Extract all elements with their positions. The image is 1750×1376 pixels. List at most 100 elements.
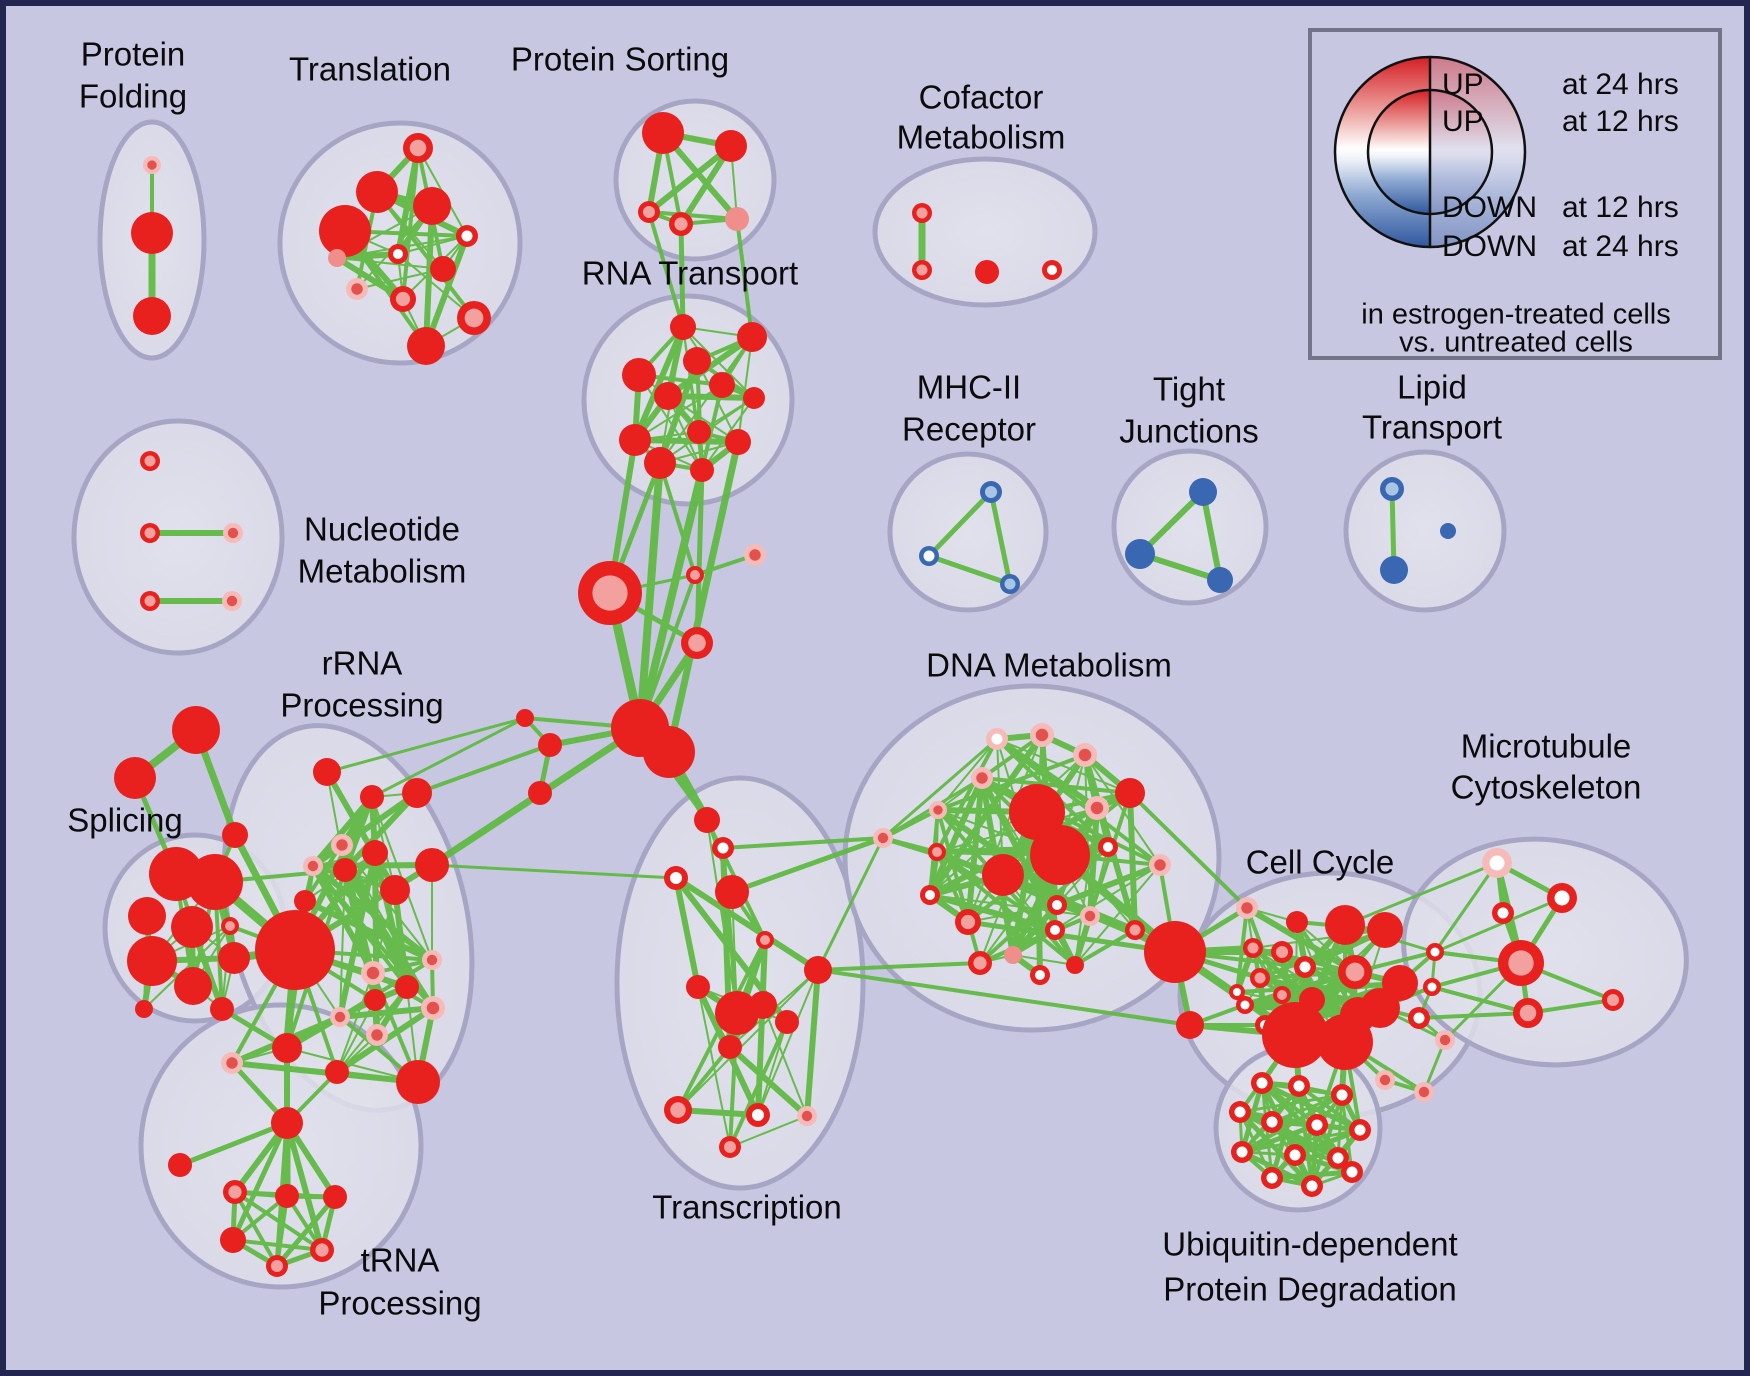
gene-node-core: [923, 550, 935, 562]
gene-node-core: [723, 1140, 737, 1154]
gene-node-core: [426, 954, 438, 966]
network-edge: [423, 203, 435, 349]
cluster-label-ubiquitin-degradation: Ubiquitin-dependent: [1162, 1226, 1457, 1263]
gene-node-core: [1035, 728, 1049, 742]
gene-node-core: [1050, 925, 1060, 935]
gene-node-core: [1345, 962, 1365, 982]
gene-node-red: [737, 322, 767, 352]
gene-node-core: [717, 842, 729, 854]
gene-node-red: [1317, 1014, 1373, 1070]
gene-node-red: [709, 372, 735, 398]
cluster-label-dna-metabolism: DNA Metabolism: [926, 647, 1172, 684]
gene-node-red: [1066, 956, 1084, 974]
gene-node-red: [715, 991, 759, 1035]
gene-node-core: [592, 575, 628, 611]
legend-caption: vs. untreated cells: [1399, 327, 1633, 359]
gene-node-red: [743, 387, 765, 409]
gene-node-red: [528, 781, 552, 805]
network-edge: [673, 875, 701, 990]
gene-node-core: [147, 160, 157, 170]
network-edge: [1240, 1128, 1362, 1154]
network-edge: [694, 467, 705, 646]
gene-node-core: [688, 634, 706, 652]
network-edge: [965, 919, 1178, 955]
network-edge: [737, 336, 753, 443]
gene-node-core: [1336, 1089, 1348, 1101]
gene-node-core: [1418, 1086, 1430, 1098]
cluster-label-trna-processing: tRNA: [361, 1242, 440, 1279]
network-edge: [757, 969, 819, 1116]
network-edge: [1417, 1011, 1530, 1020]
gene-node-red: [333, 858, 357, 882]
cluster-label-splicing: Splicing: [67, 802, 183, 839]
gene-node-red: [172, 706, 220, 754]
gene-node-red: [538, 733, 562, 757]
gene-node-blue: [1380, 556, 1408, 584]
network-edge: [677, 969, 819, 1111]
gene-node-core: [1332, 1152, 1344, 1164]
gene-node-core: [1234, 1106, 1246, 1118]
network-edge: [177, 1120, 290, 1168]
gene-node-red: [220, 1227, 246, 1253]
gene-node-core: [1275, 945, 1289, 959]
gene-node-red: [133, 297, 171, 335]
gene-node-core: [991, 733, 1003, 745]
network-edge: [728, 1011, 739, 1149]
gene-node-core: [226, 1057, 238, 1069]
network-edge: [762, 1004, 808, 1117]
gene-node-red: [171, 906, 213, 948]
gene-node-red: [271, 1107, 303, 1139]
gene-node-red: [313, 758, 341, 786]
gene-node-core: [228, 1185, 242, 1199]
network-edge: [1089, 846, 1109, 917]
gene-node-core: [1439, 1034, 1451, 1046]
network-edge: [646, 143, 734, 215]
gene-node-core: [1413, 1012, 1425, 1024]
network-edge: [636, 466, 706, 732]
gene-node-core: [752, 1109, 764, 1121]
gene-node-blue: [1125, 539, 1155, 569]
gene-node-core: [916, 264, 928, 276]
gene-node-core: [336, 839, 348, 851]
gene-node-core: [1311, 1119, 1323, 1131]
legend-direction-label: UP: [1442, 105, 1484, 138]
gene-node-red: [619, 424, 651, 456]
gene-node-blue: [1189, 478, 1217, 506]
gene-node-red: [982, 854, 1024, 896]
gene-node-core: [801, 1110, 813, 1122]
network-edge: [286, 1047, 419, 1083]
cluster-label-mhc-ii-receptor: Receptor: [902, 411, 1036, 448]
network-edge: [284, 1120, 325, 1253]
cluster-blob-mhc-ii-receptor: [887, 451, 1049, 613]
network-edge: [325, 716, 527, 774]
gene-node-core: [877, 832, 889, 844]
network-edge: [397, 235, 468, 255]
network-edge: [926, 553, 1013, 587]
network-edge: [310, 794, 375, 869]
gene-node-core: [1084, 910, 1096, 922]
gene-node-core: [315, 1243, 329, 1257]
gene-node-red: [174, 967, 212, 1005]
gene-node-core: [1129, 924, 1141, 936]
gene-node-core: [933, 805, 943, 815]
network-edge: [665, 438, 742, 756]
cluster-label-cofactor-metabolism: Cofactor: [919, 79, 1044, 116]
network-edge: [1292, 1127, 1363, 1158]
gene-node-red: [131, 212, 173, 254]
gene-node-red: [272, 1033, 302, 1063]
gene-node-red: [686, 975, 710, 999]
legend-direction-label: DOWN: [1442, 230, 1537, 263]
cluster-label-cofactor-metabolism: Metabolism: [897, 119, 1066, 156]
gene-node-core: [1306, 1180, 1318, 1192]
gene-node-red: [275, 1184, 299, 1208]
gene-node-red: [255, 910, 335, 990]
network-edge: [729, 1115, 808, 1148]
cluster-label-ubiquitin-degradation: Protein Degradation: [1163, 1271, 1457, 1308]
gene-node-core: [1508, 950, 1534, 976]
gene-node-red: [1176, 1011, 1204, 1039]
cluster-label-microtubule-cytoskeleton: Cytoskeleton: [1451, 769, 1642, 806]
network-edge: [1430, 985, 1530, 1015]
legend-time-label: at 24 hrs: [1562, 68, 1679, 101]
gene-node-core: [642, 205, 656, 219]
network-edge: [721, 836, 885, 850]
